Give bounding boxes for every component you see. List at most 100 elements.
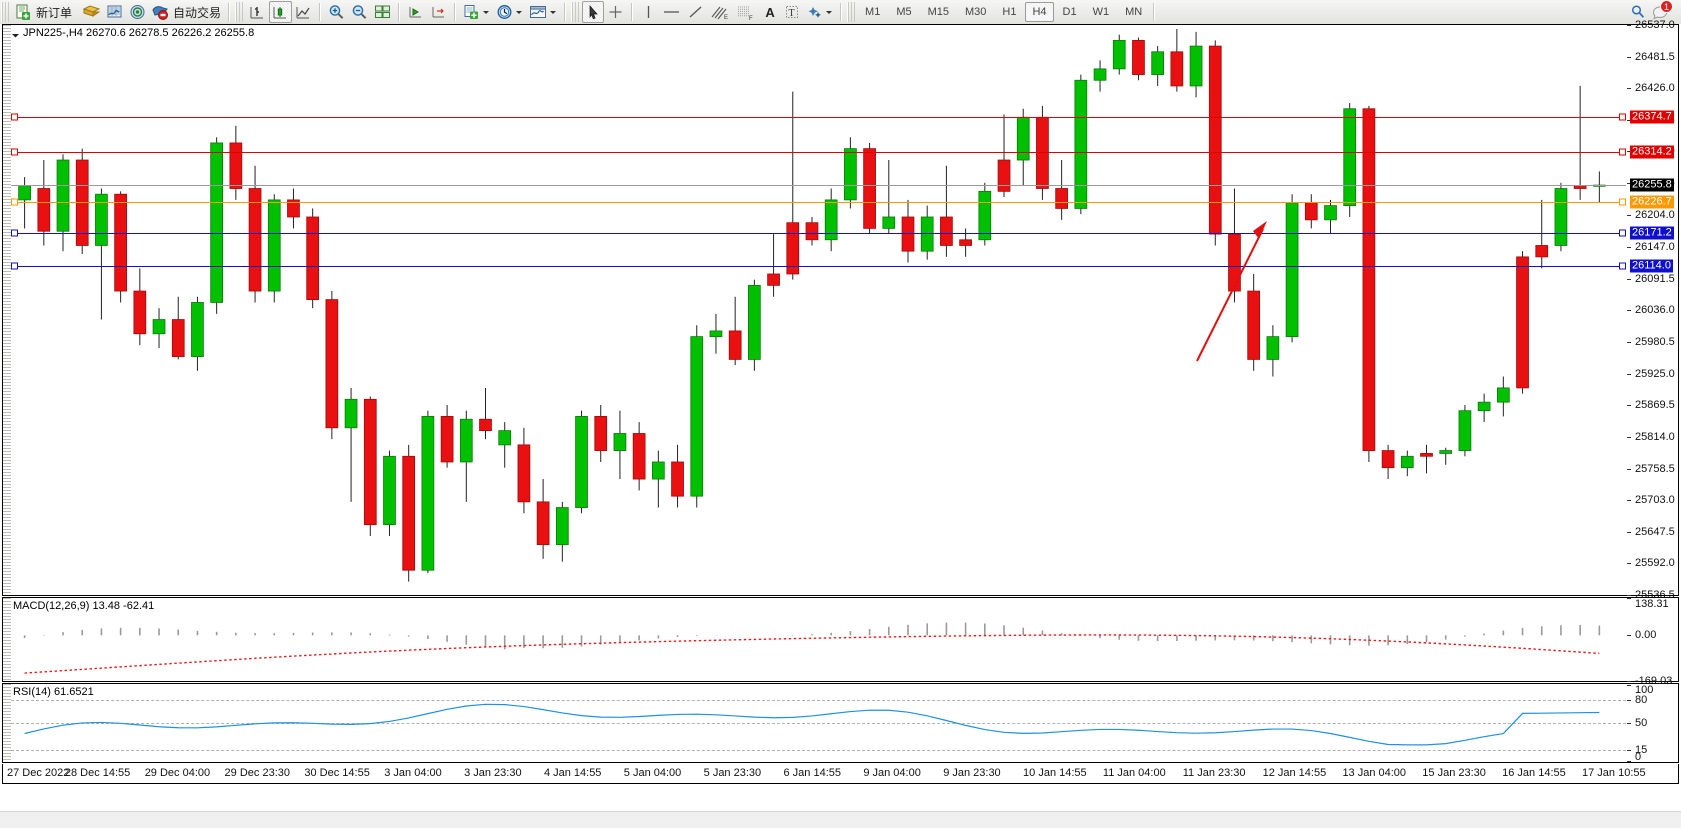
vertical-line-button[interactable] <box>637 1 659 23</box>
timeframe-m5[interactable]: M5 <box>896 6 912 18</box>
macd-axis: 138.31 0.00 -169.03 <box>1626 598 1678 687</box>
price-pane-grip[interactable] <box>3 25 11 595</box>
tile-windows-button[interactable] <box>371 1 394 23</box>
notifications-button[interactable]: 1 <box>1649 0 1675 23</box>
level-handle-left-pivot[interactable] <box>11 198 18 206</box>
level-line-pivot[interactable] <box>11 201 1626 203</box>
level-handle-left-support-1[interactable] <box>11 229 18 237</box>
text-label-button[interactable]: T <box>781 1 803 23</box>
chart-shift-button[interactable] <box>427 1 450 23</box>
tools-grip[interactable] <box>571 2 580 22</box>
price-badge-last-price[interactable]: 26255.8 <box>1630 178 1674 192</box>
price-badge-pivot[interactable]: 26226.7 <box>1630 195 1674 209</box>
time-axis-label: 3 Jan 04:00 <box>384 767 442 779</box>
period-button[interactable] <box>493 1 526 23</box>
price-pane[interactable]: JPN225-,H4 26270.6 26278.5 26226.2 26255… <box>2 19 1679 601</box>
rsi-pane-grip[interactable] <box>3 684 11 762</box>
rsi-plot[interactable] <box>11 684 1626 762</box>
price-badge-resistance-2[interactable]: 26314.2 <box>1630 145 1674 159</box>
crosshair-button[interactable] <box>604 1 627 23</box>
macd-tick-label: 138.31 <box>1635 598 1669 610</box>
price-tick <box>1627 151 1631 153</box>
zoom-out-icon <box>351 4 368 20</box>
line-chart-icon <box>295 4 312 20</box>
add-indicator-icon <box>463 4 480 20</box>
timeframe-h4[interactable]: H4 <box>1025 2 1054 22</box>
macd-pane-grip[interactable] <box>3 598 11 681</box>
level-handle-right-resistance-1[interactable] <box>1619 113 1626 121</box>
level-handle-right-support-2[interactable] <box>1619 262 1626 270</box>
price-badge-support-2[interactable]: 26114.0 <box>1630 259 1673 273</box>
time-axis[interactable]: 27 Dec 2022 28 Dec 14:55 29 Dec 04:00 29 De… <box>2 764 1679 784</box>
macd-pane[interactable]: MACD(12,26,9) 13.48 -62.41 138.31 0.00 -16… <box>2 597 1679 687</box>
chevron-down-icon-2[interactable] <box>515 8 523 16</box>
rsi-tick-label: 15 <box>1635 744 1648 757</box>
timeframe-w1[interactable]: W1 <box>1092 6 1110 18</box>
level-handle-right-pivot[interactable] <box>1619 198 1626 206</box>
chevron-down-icon-4[interactable] <box>825 8 833 16</box>
level-line-support-1[interactable] <box>11 233 1626 235</box>
zoom-out-button[interactable] <box>348 1 371 23</box>
price-tick <box>1627 88 1631 90</box>
chart-type-grip[interactable] <box>235 2 244 22</box>
zoom-in-button[interactable] <box>325 1 348 23</box>
clock-icon <box>496 4 513 20</box>
time-axis-label: 5 Jan 23:30 <box>703 767 762 779</box>
fibonacci-button[interactable]: F <box>733 1 759 23</box>
horizontal-line-button[interactable] <box>659 1 684 23</box>
line-chart-button[interactable] <box>292 1 315 23</box>
chart-area[interactable]: JPN225-,H4 26270.6 26278.5 26226.2 26255… <box>0 19 1681 828</box>
price-badge-support-1[interactable]: 26171.2 <box>1630 226 1674 240</box>
timeframe-grip[interactable] <box>847 2 856 22</box>
bar-chart-button[interactable] <box>246 1 269 23</box>
autotrade-button[interactable]: 自动交易 <box>149 1 224 23</box>
level-line-resistance-2[interactable] <box>11 151 1626 153</box>
timeframe-m30[interactable]: M30 <box>965 6 987 18</box>
level-handle-left-support-2[interactable] <box>11 262 18 270</box>
timeframe-h1[interactable]: H1 <box>1002 6 1017 18</box>
price-tick-label: 25758.5 <box>1635 462 1675 475</box>
chevron-down-icon-3[interactable] <box>549 8 557 16</box>
price-tick <box>1627 56 1631 58</box>
price-plot[interactable] <box>11 25 1626 595</box>
market-watch-icon <box>106 4 123 20</box>
timeframe-mn[interactable]: MN <box>1125 6 1143 18</box>
level-line-support-2[interactable] <box>11 265 1626 267</box>
timeframe-d1[interactable]: D1 <box>1062 6 1077 18</box>
price-tick-label: 25925.0 <box>1635 367 1675 380</box>
crosshair-icon <box>607 4 624 20</box>
auto-scroll-button[interactable] <box>404 1 427 23</box>
time-axis-label: 13 Jan 04:00 <box>1342 767 1407 779</box>
chevron-down-icon[interactable] <box>482 8 490 16</box>
shapes-button[interactable] <box>803 1 836 23</box>
equidistant-channel-button[interactable]: E <box>707 1 733 23</box>
price-badge-resistance-1[interactable]: 26374.7 <box>1630 110 1674 124</box>
level-line-resistance-1[interactable] <box>11 117 1626 119</box>
search-button[interactable] <box>1627 1 1649 23</box>
toolbar-grip[interactable] <box>1 2 9 22</box>
chart-menu-dropdown-icon[interactable] <box>11 31 20 40</box>
level-handle-right-support-1[interactable] <box>1619 229 1626 237</box>
timeframe-bar: M1 M5 M15 M30 H1 H4 D1 W1 MN <box>858 2 1149 22</box>
templates-button[interactable] <box>526 1 560 23</box>
navigator-button[interactable] <box>126 1 149 23</box>
time-axis-label: 28 Dec 14:55 <box>64 767 131 779</box>
new-order-button[interactable]: 新订单 <box>12 1 75 23</box>
level-handle-left-resistance-2[interactable] <box>11 148 18 156</box>
price-axis[interactable]: 26537.026481.526426.026370.526315.026259… <box>1626 19 1678 601</box>
rsi-pane[interactable]: RSI(14) 61.6521 100 80 50 15 0 <box>2 683 1679 763</box>
toolbar-separator-3 <box>398 3 401 21</box>
cursor-button[interactable] <box>582 1 605 23</box>
profiles-button[interactable] <box>80 1 103 23</box>
candlestick-chart-button[interactable] <box>269 1 293 23</box>
market-watch-button[interactable] <box>103 1 126 23</box>
level-handle-right-resistance-2[interactable] <box>1619 148 1626 156</box>
timeframe-m15[interactable]: M15 <box>927 6 949 18</box>
up-trend-arrow[interactable] <box>11 25 1626 595</box>
macd-plot[interactable] <box>11 598 1626 681</box>
trendline-button[interactable] <box>684 1 707 23</box>
level-handle-left-resistance-1[interactable] <box>11 113 18 121</box>
timeframe-m1[interactable]: M1 <box>865 6 881 18</box>
text-button[interactable]: A <box>759 1 781 23</box>
add-indicator-button[interactable] <box>460 1 493 23</box>
